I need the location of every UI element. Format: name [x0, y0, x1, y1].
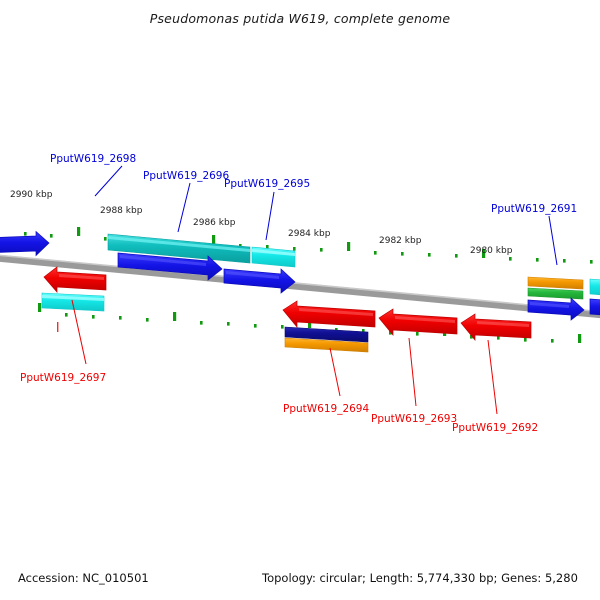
leader-PputW619_2694: [329, 347, 341, 397]
feature-bar-cyan-right-edge[interactable]: [589, 278, 600, 296]
ruler-tick-label: 2988 kbp: [100, 206, 143, 216]
gene-label-PputW619_2697[interactable]: PputW619_2697: [20, 372, 107, 384]
leader-PputW619_2697: [71, 299, 87, 365]
gene-arrow-PputW619_2693[interactable]: [378, 308, 458, 336]
ruler-tick-label: 2990 kbp: [10, 190, 53, 200]
page-title: Pseudomonas putida W619, complete genome: [149, 11, 451, 26]
gene-arrow-PputW619_2697[interactable]: [43, 266, 107, 293]
ruler-tick-label: 2984 kbp: [288, 229, 331, 239]
label-leader-lines: [71, 165, 558, 415]
leader-PputW619_2693: [408, 337, 417, 407]
feature-bar-cyan-2697[interactable]: [41, 292, 105, 312]
ruler-tick-label: 2986 kbp: [193, 218, 236, 228]
gene-arrow-PputW619_2691[interactable]: [527, 297, 585, 321]
gene-arrow-PputW619_2692[interactable]: [460, 313, 532, 341]
leader-PputW619_2696: [177, 182, 191, 233]
gene-label-PputW619_2692[interactable]: PputW619_2692: [452, 422, 539, 434]
genome-backbone[interactable]: [0, 254, 600, 319]
feature-bar-navy-2694[interactable]: [284, 326, 369, 343]
feature-bar-orange-2691[interactable]: [527, 276, 584, 290]
gene-arrow-PputW619_2695[interactable]: [223, 268, 296, 294]
gene-label-PputW619_2696[interactable]: PputW619_2696: [143, 170, 230, 182]
feature-bar-green-2691[interactable]: [527, 287, 584, 300]
gene-label-PputW619_2698[interactable]: PputW619_2698: [50, 153, 137, 165]
ruler-tick-label: 2982 kbp: [379, 236, 422, 246]
leader-PputW619_2698: [94, 165, 123, 197]
gene-arrow-PputW619_2694[interactable]: [282, 300, 376, 328]
reverse-minor-mark: [57, 322, 59, 332]
gene-arrow-PputW619_2696[interactable]: [117, 252, 223, 281]
leader-PputW619_2692: [487, 339, 498, 415]
ruler-tick-label: 2980 kbp: [470, 246, 513, 256]
feature-bar-cyan-2695[interactable]: [251, 246, 296, 268]
feature-bar-teal-2696[interactable]: [107, 233, 251, 264]
leader-PputW619_2691: [548, 215, 558, 266]
leader-PputW619_2695: [265, 191, 275, 241]
topology-text: Topology: circular; Length: 5,774,330 bp…: [262, 571, 578, 585]
accession-text: Accession: NC_010501: [18, 571, 149, 585]
gene-arrow-forward-right-edge[interactable]: [589, 298, 600, 316]
gene-label-PputW619_2691[interactable]: PputW619_2691: [491, 203, 578, 215]
gene-label-PputW619_2693[interactable]: PputW619_2693: [371, 413, 458, 425]
feature-bar-orange-2694[interactable]: [284, 337, 369, 353]
gene-label-PputW619_2694[interactable]: PputW619_2694: [283, 403, 370, 415]
gene-label-PputW619_2695[interactable]: PputW619_2695: [224, 178, 311, 190]
gene-arrow-forward-left-edge[interactable]: [0, 230, 50, 257]
